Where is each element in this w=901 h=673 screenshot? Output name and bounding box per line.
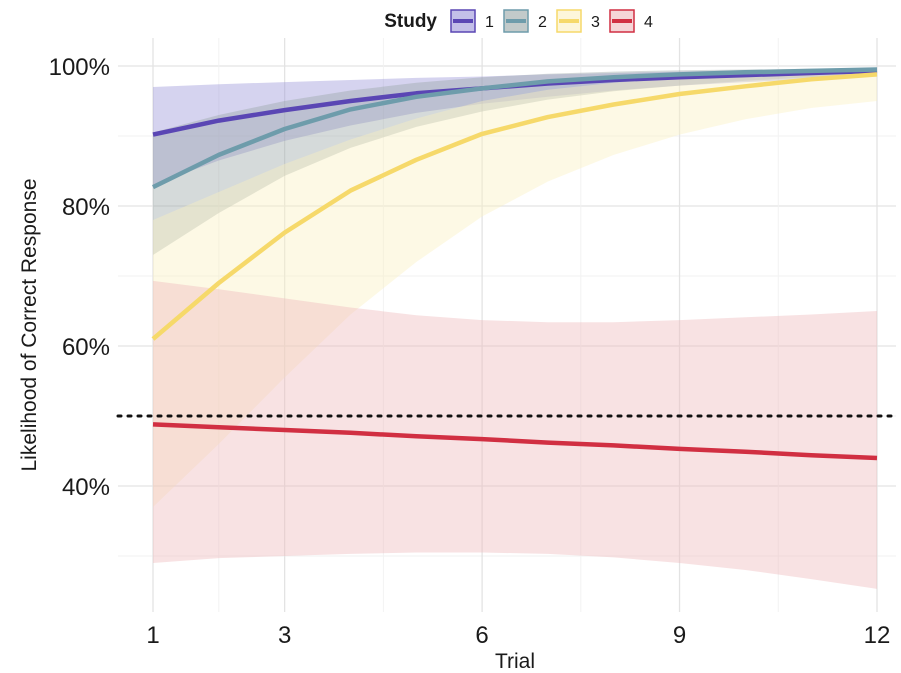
legend-item-study-2: 2 <box>503 9 547 33</box>
confidence-bands <box>153 68 877 589</box>
legend-item-study-4: 4 <box>609 9 653 33</box>
confidence-band-study-1 <box>153 68 877 185</box>
x-tick-label: 3 <box>278 622 291 649</box>
y-tick-label: 60% <box>62 334 110 361</box>
legend-label-study-1: 1 <box>485 14 494 31</box>
legend-label-study-3: 3 <box>591 14 600 31</box>
legend-label-study-2: 2 <box>538 14 547 31</box>
x-tick-label: 12 <box>864 622 891 649</box>
axis-labels: 1 3 6 9 12 40% 60% 80% 100% <box>49 54 891 649</box>
y-tick-label: 80% <box>62 194 110 221</box>
legend-label-study-4: 4 <box>644 14 653 31</box>
legend-item-study-1: 1 <box>450 9 494 33</box>
series-line-study-2 <box>152 67 878 190</box>
confidence-band-study-4 <box>153 280 877 589</box>
y-axis-title: Likelihood of Correct Response <box>18 179 41 472</box>
y-tick-label: 100% <box>49 54 110 81</box>
y-tick-label: 40% <box>62 474 110 501</box>
grid-layer <box>118 38 896 612</box>
x-tick-label: 9 <box>673 622 686 649</box>
legend: Study 1 2 3 4 <box>384 9 653 33</box>
x-axis-title: Trial <box>495 650 535 673</box>
legend-item-study-3: 3 <box>556 9 600 33</box>
series-lines <box>151 67 878 461</box>
series-line-study-3 <box>151 72 878 341</box>
legend-title: Study <box>384 11 437 32</box>
x-tick-label: 6 <box>475 622 488 649</box>
confidence-band-study-3 <box>153 70 877 508</box>
series-line-study-4 <box>152 422 878 461</box>
x-tick-label: 1 <box>146 622 159 649</box>
